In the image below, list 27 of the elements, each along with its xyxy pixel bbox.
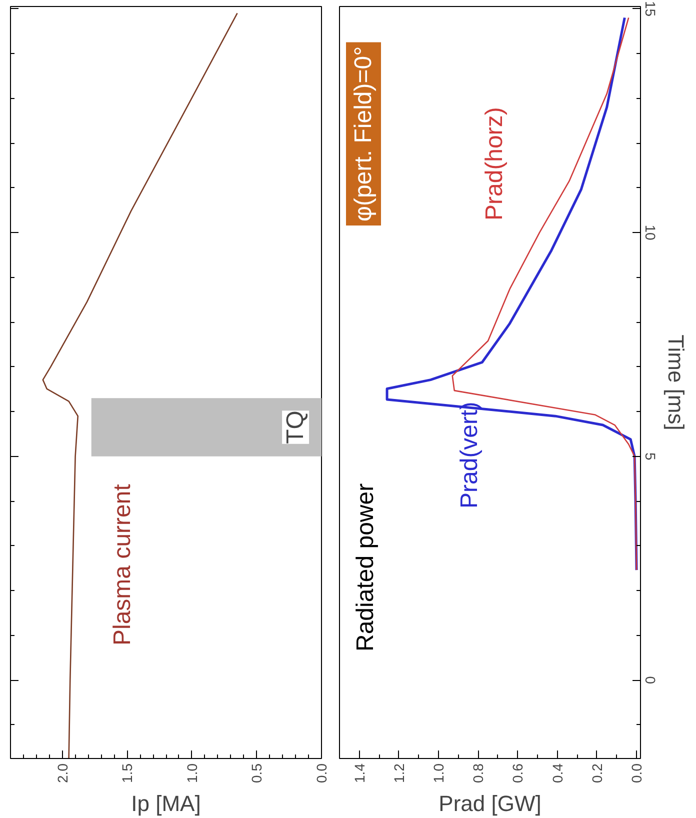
- x-tick-label: 2.0: [54, 763, 70, 783]
- x-tick-label: 0.2: [588, 763, 605, 783]
- y-tick-label: 0: [642, 676, 658, 684]
- x-tick-label: 0.0: [314, 763, 330, 783]
- band-label: TQ: [282, 410, 310, 444]
- x-axis-title: Prad [GW]: [438, 790, 542, 816]
- x-tick-label: 1.0: [184, 763, 200, 783]
- y-tick-label: 10: [642, 224, 658, 241]
- text: Prad(vert): [456, 402, 483, 508]
- y-tick-label: 5: [642, 452, 658, 460]
- x-tick-label: 0.0: [628, 763, 645, 783]
- annotation: φ(pert. Field)=0°: [350, 46, 377, 222]
- y-tick-label: 15: [642, 0, 658, 17]
- text: Plasma current: [109, 484, 136, 646]
- x-tick-label: 1.0: [430, 763, 447, 783]
- x-tick-label: 1.5: [119, 763, 136, 783]
- text: Prad(horz): [481, 107, 508, 220]
- y-axis-title: Time [ms]: [664, 334, 688, 430]
- line-series: [452, 17, 638, 571]
- x-tick-label: 0.8: [470, 763, 486, 783]
- x-tick-label: 0.4: [549, 763, 566, 783]
- x-tick-label: 0.5: [248, 763, 265, 783]
- annotation: Radiated power: [352, 483, 379, 652]
- x-tick-label: 1.4: [351, 763, 368, 783]
- x-axis-title: Ip [MA]: [131, 790, 201, 816]
- x-tick-label: 1.2: [390, 763, 407, 783]
- x-tick-label: 0.6: [510, 763, 526, 783]
